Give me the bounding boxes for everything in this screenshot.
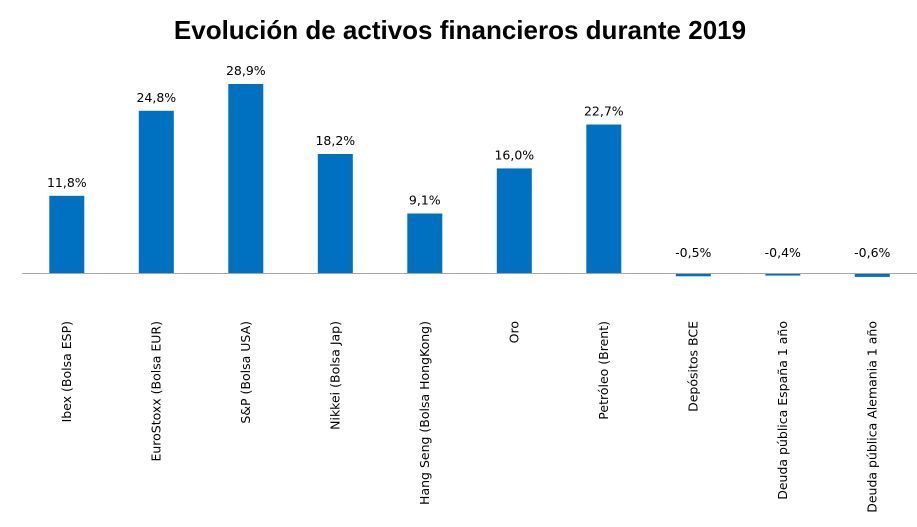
bar-10 (854, 273, 890, 277)
category-label-5: Hang Seng (Bolsa HongKong) (417, 321, 432, 505)
bar-3 (228, 84, 264, 273)
bar-8 (675, 273, 711, 277)
data-label-6: 16,0% (494, 147, 534, 162)
data-label-3: 28,9% (226, 63, 266, 78)
category-labels-layer: Ibex (Bolsa ESP) EuroStoxx (Bolsa EUR) S&P… (59, 321, 879, 513)
bar-7 (586, 124, 622, 273)
category-label-1: Ibex (Bolsa ESP) (59, 321, 74, 422)
category-label-8: Depósitos BCE (685, 321, 700, 412)
category-label-7: Petróleo (Brent) (596, 321, 611, 420)
bar-5 (407, 213, 443, 273)
category-label-2: EuroStoxx (Bolsa EUR) (148, 321, 163, 462)
data-label-9: -0,4% (765, 245, 801, 260)
data-label-7: 22,7% (584, 104, 624, 119)
bar-2 (138, 110, 174, 273)
value-labels-layer: 11,8% 24,8% 28,9% 18,2% 9,1% 16,0% 22,7% -0,5% -… (47, 63, 891, 260)
data-label-1: 11,8% (47, 175, 87, 190)
bar-1 (49, 195, 85, 273)
data-label-10: -0,6% (854, 245, 890, 260)
chart-title: Evolución de activos financieros durante… (174, 15, 746, 45)
category-label-3: S&P (Bolsa USA) (238, 321, 253, 424)
bars-layer (49, 84, 890, 277)
data-label-5: 9,1% (409, 193, 441, 208)
category-label-6: Oro (506, 321, 521, 343)
data-label-8: -0,5% (675, 245, 711, 260)
bar-9 (765, 273, 801, 276)
bar-6 (496, 168, 532, 273)
data-label-2: 24,8% (136, 90, 176, 105)
category-label-4: Nikkei (Bolsa Jap) (327, 321, 342, 430)
category-label-9: Deuda pública España 1 año (775, 321, 790, 500)
bar-4 (317, 154, 353, 273)
category-label-10: Deuda pública Alemania 1 año (864, 321, 879, 513)
data-label-4: 18,2% (315, 133, 355, 148)
